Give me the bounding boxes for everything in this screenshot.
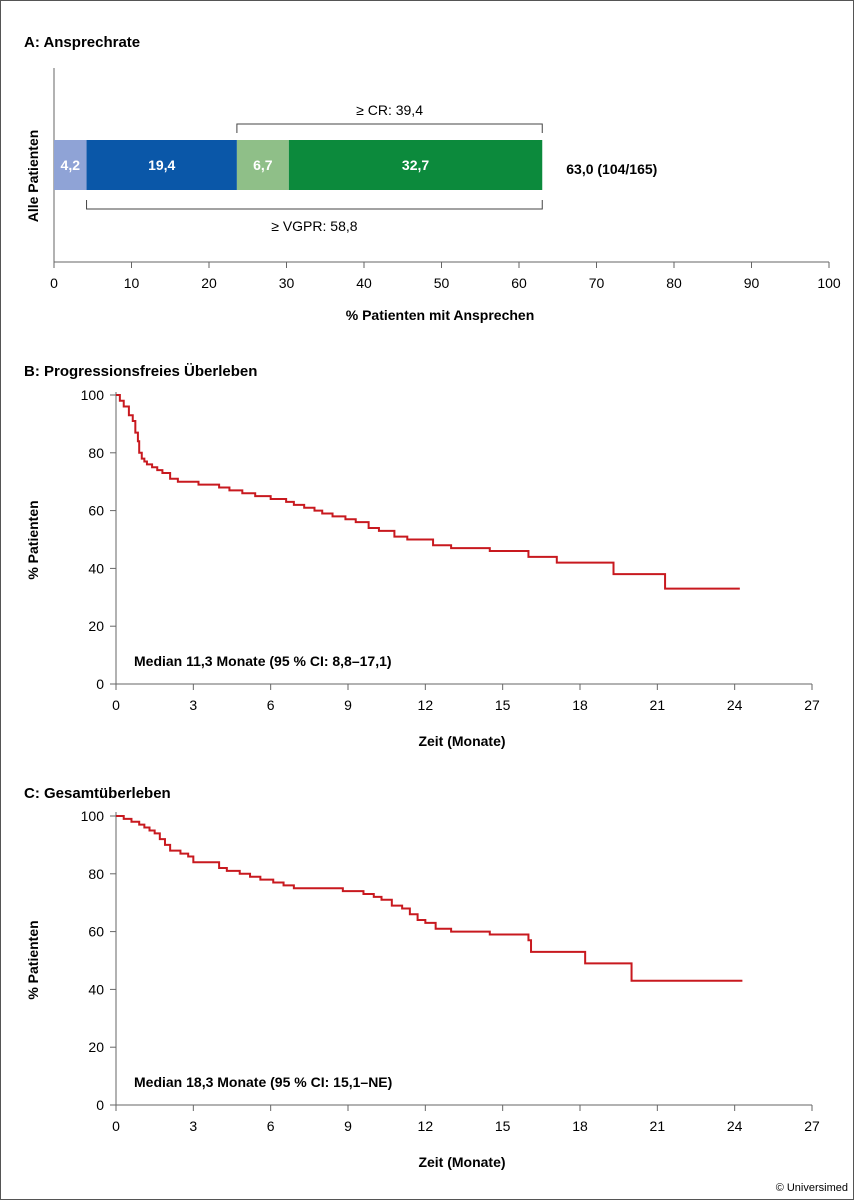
total-response-label: 63,0 (104/165) xyxy=(566,161,657,177)
y-tick-label: 40 xyxy=(88,981,104,997)
y-tick-label: 0 xyxy=(96,676,104,692)
x-tick-label: 3 xyxy=(189,1118,197,1134)
panel-b: B: Progressionsfreies Überleben % Patien… xyxy=(24,363,820,749)
x-tick-label: 15 xyxy=(495,697,511,713)
x-tick-label: 27 xyxy=(804,1118,820,1134)
panel-a-bars: 4,2 19,4 6,7 32,7 xyxy=(54,140,543,190)
copyright-notice: © Universimed xyxy=(775,1182,848,1194)
y-tick-label: 60 xyxy=(88,503,104,519)
panel-a: A: Ansprechrate Alle Patienten 0 10 20 30 40… xyxy=(24,34,841,323)
panel-a-x-tick-label: 0 xyxy=(50,275,58,291)
panel-a-x-ticks: 0 10 20 30 40 50 60 70 80 90 100 xyxy=(50,262,841,291)
panel-a-title: A: Ansprechrate xyxy=(24,34,140,51)
os-curve xyxy=(116,815,743,982)
x-tick-label: 21 xyxy=(650,697,666,713)
x-tick-label: 6 xyxy=(267,1118,275,1134)
x-tick-label: 9 xyxy=(344,1118,352,1134)
y-tick-label: 40 xyxy=(88,560,104,576)
panel-b-ylabel: % Patienten xyxy=(25,500,41,579)
panel-c-title: C: Gesamtüberleben xyxy=(24,785,171,802)
x-tick-label: 24 xyxy=(727,1118,743,1134)
panel-a-x-tick-label: 100 xyxy=(817,275,841,291)
cr-bracket xyxy=(236,123,543,133)
vgpr-bracket xyxy=(86,200,543,210)
y-tick-label: 100 xyxy=(81,808,105,824)
y-tick-label: 20 xyxy=(88,618,104,634)
y-tick-label: 0 xyxy=(96,1097,104,1113)
x-tick-label: 6 xyxy=(267,697,275,713)
pfs-curve xyxy=(116,394,740,590)
x-tick-label: 12 xyxy=(418,1118,434,1134)
panel-a-x-tick-label: 70 xyxy=(589,275,605,291)
panel-c: C: Gesamtüberleben % Patienten 0 3 6 9 12 15 1… xyxy=(24,785,820,1170)
panel-a-x-tick-label: 50 xyxy=(434,275,450,291)
response-segment-label: 32,7 xyxy=(402,157,429,173)
y-tick-label: 20 xyxy=(88,1039,104,1055)
x-tick-label: 0 xyxy=(112,1118,120,1134)
x-tick-label: 9 xyxy=(344,697,352,713)
x-tick-label: 18 xyxy=(572,1118,588,1134)
panel-a-x-tick-label: 80 xyxy=(666,275,682,291)
response-segment-label: 19,4 xyxy=(148,157,175,173)
x-tick-label: 3 xyxy=(189,697,197,713)
x-tick-label: 27 xyxy=(804,697,820,713)
response-segment xyxy=(54,140,87,190)
panel-a-x-tick-label: 40 xyxy=(356,275,372,291)
y-tick-label: 100 xyxy=(81,387,105,403)
x-tick-label: 12 xyxy=(418,697,434,713)
panel-b-title: B: Progressionsfreies Überleben xyxy=(24,363,257,380)
vgpr-bracket-label: ≥ VGPR: 58,8 xyxy=(271,218,357,234)
panel-a-x-tick-label: 60 xyxy=(511,275,527,291)
panel-a-brackets: ≥ CR: 39,4 ≥ VGPR: 58,8 xyxy=(86,102,543,234)
x-tick-label: 21 xyxy=(650,1118,666,1134)
x-tick-label: 0 xyxy=(112,697,120,713)
panel-a-x-tick-label: 20 xyxy=(201,275,217,291)
y-tick-label: 80 xyxy=(88,445,104,461)
response-segment xyxy=(236,140,289,190)
panel-c-median-annotation: Median 18,3 Monate (95 % CI: 15,1–NE) xyxy=(134,1074,392,1090)
x-tick-label: 18 xyxy=(572,697,588,713)
x-tick-label: 15 xyxy=(495,1118,511,1134)
panel-a-ylabel: Alle Patienten xyxy=(25,130,41,223)
response-segment xyxy=(288,140,543,190)
panel-a-x-tick-label: 90 xyxy=(744,275,760,291)
panel-c-xlabel: Zeit (Monate) xyxy=(418,1154,505,1170)
y-tick-label: 60 xyxy=(88,924,104,940)
y-tick-label: 80 xyxy=(88,866,104,882)
x-tick-label: 24 xyxy=(727,697,743,713)
panel-b-median-annotation: Median 11,3 Monate (95 % CI: 8,8–17,1) xyxy=(134,653,392,669)
panel-c-ticks: 0 3 6 9 12 15 18 21 24 27 0 20 40 60 80 100 xyxy=(81,808,820,1134)
panel-b-xlabel: Zeit (Monate) xyxy=(418,733,505,749)
panel-a-x-tick-label: 30 xyxy=(279,275,295,291)
response-segment-label: 6,7 xyxy=(253,157,273,173)
panel-a-xlabel: % Patienten mit Ansprechen xyxy=(346,307,535,323)
panel-a-x-tick-label: 10 xyxy=(124,275,140,291)
response-segment xyxy=(86,140,237,190)
response-segment-label: 4,2 xyxy=(61,157,81,173)
cr-bracket-label: ≥ CR: 39,4 xyxy=(356,102,423,118)
panel-b-ticks: 0 3 6 9 12 15 18 21 24 27 0 20 40 60 80 100 xyxy=(81,387,820,713)
panel-c-ylabel: % Patienten xyxy=(25,920,41,999)
